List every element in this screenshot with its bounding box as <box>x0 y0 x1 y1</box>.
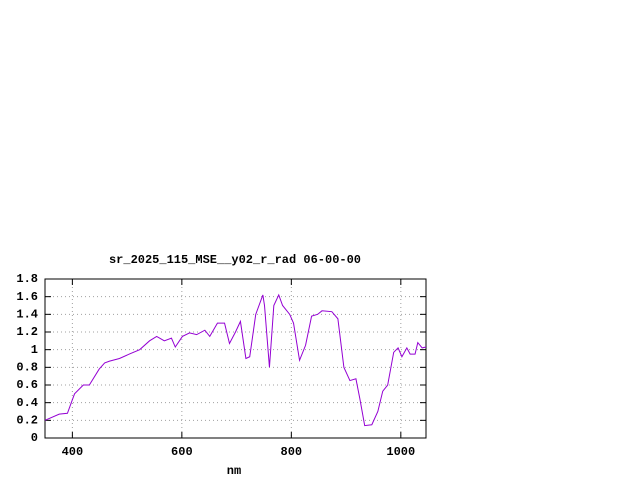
x-axis-label: nm <box>227 464 241 478</box>
y-tick-label: 1.2 <box>16 325 38 339</box>
x-tick-label: 800 <box>281 445 303 459</box>
chart-title: sr_2025_115_MSE__y02_r_rad 06-00-00 <box>109 253 361 267</box>
y-tick-label: 0 <box>31 431 38 445</box>
y-tick-label: 0.4 <box>16 396 38 410</box>
y-tick-label: 0.6 <box>16 378 38 392</box>
y-tick-label: 1.4 <box>16 308 38 322</box>
x-tick-label: 400 <box>62 445 84 459</box>
plot-frame <box>44 278 427 439</box>
data-line <box>44 293 427 427</box>
x-tick-label: 1000 <box>386 445 415 459</box>
y-tick-label: 1.8 <box>16 272 38 286</box>
y-tick-label: 0.2 <box>16 414 38 428</box>
y-tick-label: 1 <box>31 343 38 357</box>
y-tick-label: 1.6 <box>16 290 38 304</box>
x-tick-label: 600 <box>171 445 193 459</box>
y-tick-label: 0.8 <box>16 361 38 375</box>
